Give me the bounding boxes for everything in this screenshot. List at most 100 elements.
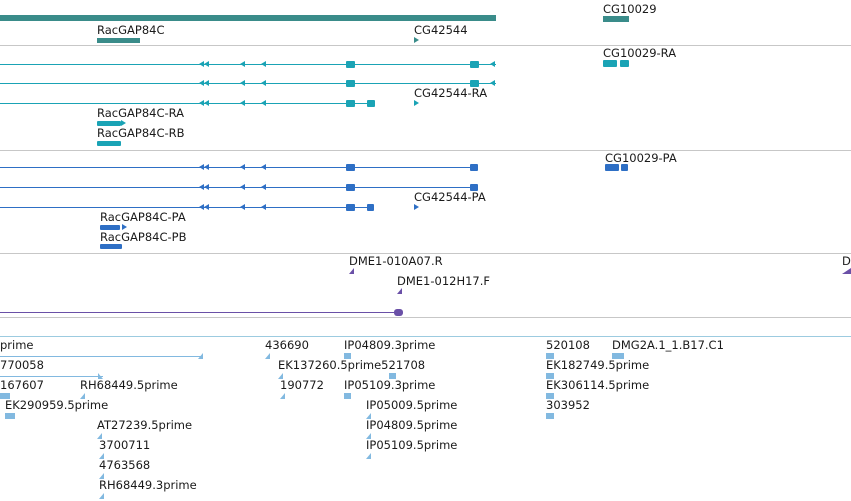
est-label[interactable]: IP04809.5prime — [366, 418, 458, 432]
protein-intron-line[interactable] — [0, 187, 478, 188]
protein-label-racgap84c-pa[interactable]: RacGAP84C-PA — [100, 210, 186, 224]
est-label[interactable]: 436690 — [265, 338, 309, 352]
est-marker — [5, 413, 15, 419]
exon-arrow — [490, 80, 495, 86]
protein-label-racgap84c-pb[interactable]: RacGAP84C-PB — [100, 230, 187, 244]
transcript-label-cg42544-ra[interactable]: CG42544-RA — [414, 86, 488, 100]
est-label[interactable]: RH68449.3prime — [99, 478, 197, 492]
clone-span-line[interactable] — [0, 312, 400, 313]
exon-block — [346, 204, 355, 211]
est-label[interactable]: 3700711 — [99, 438, 151, 452]
exon-block — [621, 164, 628, 171]
transcript-intron-line[interactable] — [0, 83, 496, 84]
transcript-label-racgap84c-ra[interactable]: RacGAP84C-RA — [97, 106, 185, 120]
clone-track: DME1-010A07.R DME1-012H17.F D — [0, 254, 851, 317]
exon-arrow — [240, 184, 245, 190]
exon-arrow — [204, 204, 209, 210]
gene-bar-cg10029[interactable] — [603, 16, 629, 22]
est-label[interactable]: 190772 — [280, 378, 324, 392]
gene-arrow-cg42544[interactable] — [414, 37, 419, 43]
exon-arrow — [122, 224, 127, 230]
protein-intron-line[interactable] — [0, 167, 478, 168]
exon-arrow — [261, 184, 266, 190]
exon-arrow — [240, 80, 245, 86]
exon-arrow — [204, 164, 209, 170]
protein-intron-line[interactable] — [0, 207, 374, 208]
est-span-line[interactable] — [0, 376, 103, 377]
exon-block — [620, 60, 629, 67]
exon-block — [367, 204, 374, 211]
est-label[interactable]: EK182749.5prime — [546, 358, 650, 372]
exon-arrow — [261, 61, 266, 67]
est-label[interactable]: 4763568 — [99, 458, 151, 472]
transcript-track: CG10029-RA CG42544-RA RacGAP84C-RA RacGA… — [0, 46, 851, 150]
gene-label-cg10029[interactable]: CG10029 — [603, 2, 657, 16]
transcript-label-cg10029-ra[interactable]: CG10029-RA — [603, 46, 677, 60]
clone-marker — [842, 268, 851, 274]
gene-bar-racgap84c[interactable] — [0, 15, 496, 21]
clone-label-dme1-010a07-r[interactable]: DME1-010A07.R — [349, 254, 443, 268]
exon-arrow — [204, 100, 209, 106]
est-label[interactable]: prime — [0, 338, 34, 352]
est-marker — [99, 473, 104, 479]
est-marker — [98, 373, 103, 379]
exon-block — [470, 61, 479, 68]
clone-marker — [397, 288, 402, 294]
exon-block — [470, 164, 478, 171]
exon-arrow — [414, 204, 419, 210]
est-marker — [280, 393, 285, 399]
est-marker — [265, 353, 270, 359]
est-label[interactable]: AT27239.5prime — [97, 418, 193, 432]
est-label[interactable]: 167607 — [0, 378, 44, 392]
exon-arrow — [261, 80, 266, 86]
est-marker — [546, 393, 554, 399]
track-separator — [0, 45, 851, 46]
protein-label-cg42544-pa[interactable]: CG42544-PA — [414, 190, 486, 204]
est-label[interactable]: RH68449.5prime — [80, 378, 178, 392]
exon-arrow — [199, 184, 204, 190]
exon-arrow — [261, 204, 266, 210]
exon-arrow — [199, 80, 204, 86]
transcript-label-racgap84c-rb[interactable]: RacGAP84C-RB — [97, 126, 185, 140]
exon-arrow — [121, 120, 126, 126]
est-span-line[interactable] — [0, 356, 203, 357]
est-track: prime 770058 167607 RH68449.5prime EK290… — [0, 337, 851, 501]
clone-label-dme1-012h17-f[interactable]: DME1-012H17.F — [397, 274, 491, 288]
exon-block — [100, 244, 122, 249]
exon-block — [603, 60, 617, 67]
exon-block — [470, 184, 478, 191]
est-label[interactable]: IP05009.5prime — [366, 398, 458, 412]
exon-block — [346, 61, 355, 68]
est-label[interactable]: 770058 — [0, 358, 44, 372]
track-separator-blue — [0, 336, 851, 337]
gene-label-racgap84c[interactable]: RacGAP84C — [97, 23, 165, 37]
exon-arrow — [199, 204, 204, 210]
est-marker — [80, 393, 85, 399]
est-marker — [278, 373, 283, 379]
exon-block — [100, 225, 120, 230]
est-label[interactable]: EK290959.5prime — [5, 398, 109, 412]
gene-bar-racgap84c-short[interactable] — [97, 38, 140, 43]
exon-arrow — [240, 100, 245, 106]
exon-block — [470, 80, 479, 87]
protein-label-cg10029-pa[interactable]: CG10029-PA — [605, 151, 677, 165]
exon-arrow — [204, 184, 209, 190]
exon-arrow — [261, 164, 266, 170]
est-label[interactable]: 520108 — [546, 338, 590, 352]
est-label[interactable]: IP05109.5prime — [366, 438, 458, 452]
est-marker — [99, 493, 104, 499]
exon-block — [346, 184, 355, 191]
est-marker — [366, 413, 371, 419]
exon-block — [346, 100, 355, 107]
est-label[interactable]: EK306114.5prime — [546, 378, 650, 392]
est-label[interactable]: 303952 — [546, 398, 590, 412]
transcript-intron-line[interactable] — [0, 103, 375, 104]
transcript-intron-line[interactable] — [0, 64, 496, 65]
clone-label-d[interactable]: D — [842, 254, 851, 268]
est-label[interactable]: IP04809.3prime — [344, 338, 436, 352]
est-label[interactable]: IP05109.3prime — [344, 378, 436, 392]
est-label[interactable]: EK137260.5prime521708 — [278, 358, 426, 372]
est-label[interactable]: DMG2A.1_1.B17.C1 — [612, 338, 724, 352]
gene-label-cg42544[interactable]: CG42544 — [414, 23, 468, 37]
exon-arrow — [490, 61, 495, 67]
